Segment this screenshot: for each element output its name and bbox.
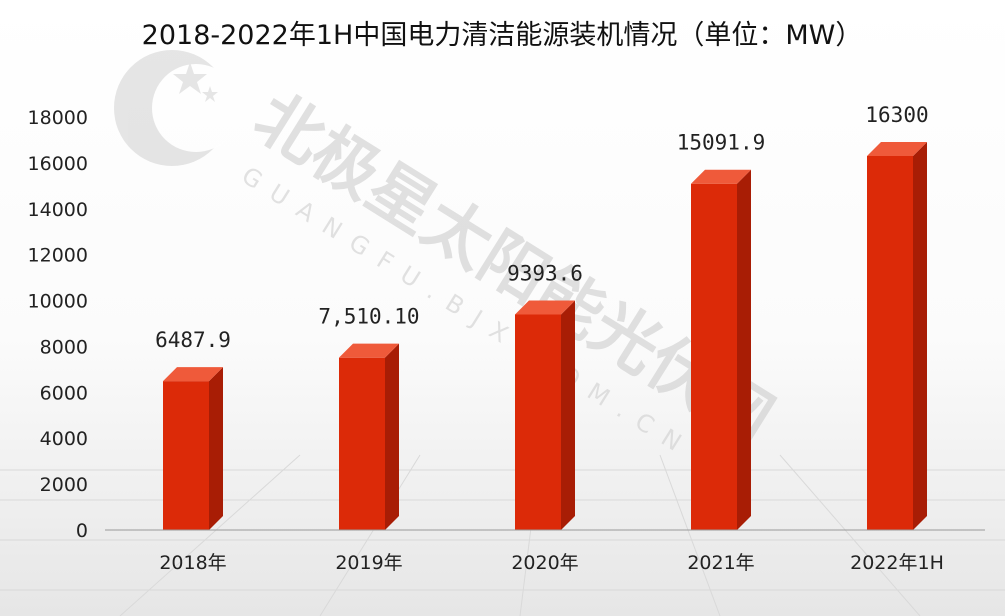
bar-front-face xyxy=(339,357,385,530)
data-labels: 6487.9 7,510.10 9393.6 15091.9 16300 xyxy=(155,103,929,352)
polaris-star-logo-icon xyxy=(114,50,240,166)
y-tick-label: 4000 xyxy=(40,428,88,450)
data-label: 9393.6 xyxy=(507,261,583,285)
bar xyxy=(163,367,223,530)
y-tick-label: 6000 xyxy=(40,382,88,404)
x-tick-label: 2019年 xyxy=(335,552,402,574)
data-label: 15091.9 xyxy=(677,131,766,155)
bar-top-face xyxy=(339,343,399,358)
y-tick-label: 2000 xyxy=(40,474,88,496)
chart-title: 2018-2022年1H中国电力清洁能源装机情况（单位：MW） xyxy=(142,20,863,51)
bar-front-face xyxy=(163,381,209,530)
bar xyxy=(691,169,751,530)
y-tick-label: 16000 xyxy=(28,153,88,175)
y-axis: 0 2000 4000 6000 8000 10000 12000 14000 16000 180… xyxy=(28,107,88,542)
y-tick-label: 10000 xyxy=(28,291,88,313)
bar-top-face xyxy=(515,300,575,315)
bar-side-face xyxy=(209,367,223,530)
y-tick-label: 8000 xyxy=(40,336,88,358)
x-tick-label: 2022年1H xyxy=(850,552,944,574)
x-tick-label: 2021年 xyxy=(687,552,754,574)
bar-side-face xyxy=(913,142,927,530)
y-tick-label: 12000 xyxy=(28,245,88,267)
floor-perspective-lines xyxy=(0,454,1005,616)
data-label: 7,510.10 xyxy=(318,305,419,329)
y-tick-label: 14000 xyxy=(28,199,88,221)
bar-side-face xyxy=(737,169,751,530)
bar-front-face xyxy=(691,183,737,530)
data-label: 16300 xyxy=(865,103,928,127)
bar-side-face xyxy=(561,300,575,530)
bars xyxy=(163,142,927,530)
bar-side-face xyxy=(385,343,399,530)
bar-top-face xyxy=(867,142,927,157)
bar xyxy=(339,343,399,530)
x-axis: 2018年 2019年 2020年 2021年 2022年1H xyxy=(105,529,985,574)
y-tick-label: 0 xyxy=(76,520,88,542)
bar-top-face xyxy=(691,169,751,184)
bar-front-face xyxy=(515,314,561,530)
data-label: 6487.9 xyxy=(155,328,231,352)
bar-front-face xyxy=(867,156,913,530)
x-tick-label: 2020年 xyxy=(511,552,578,574)
bar xyxy=(515,300,575,530)
y-tick-label: 18000 xyxy=(28,107,88,129)
bar-top-face xyxy=(163,367,223,382)
bar xyxy=(867,142,927,530)
x-tick-label: 2018年 xyxy=(159,552,226,574)
